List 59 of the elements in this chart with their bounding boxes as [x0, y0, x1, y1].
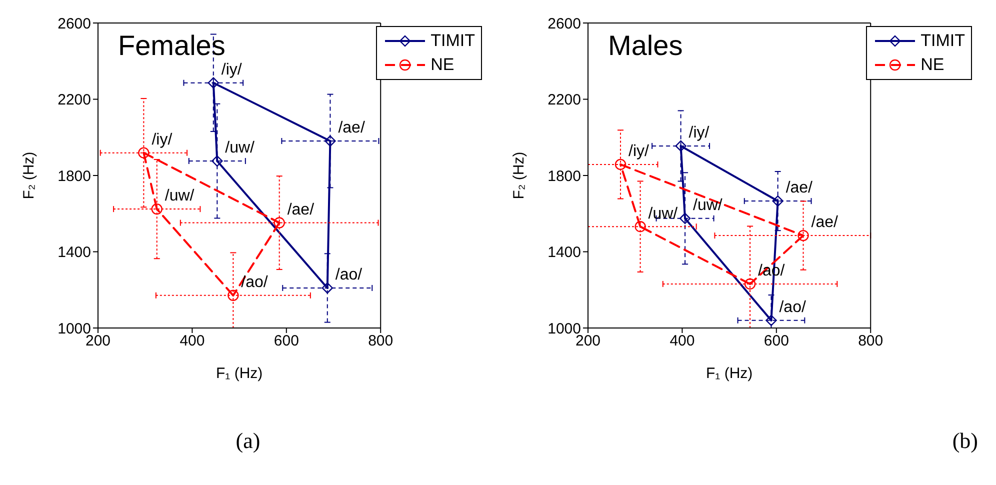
- text: (b): [951, 428, 979, 454]
- annotation: /iy/: [628, 143, 650, 160]
- point: [324, 135, 336, 147]
- x-tick-label: 800: [368, 332, 394, 350]
- legend-label: TIMIT: [430, 30, 475, 52]
- point: [151, 203, 162, 215]
- point: [208, 77, 219, 88]
- annotation: /iy/: [152, 131, 173, 148]
- x-tick-label: 200: [575, 332, 601, 350]
- annotation: /ao/: [779, 299, 806, 316]
- point: [772, 195, 784, 207]
- annotation: /iy/: [688, 124, 710, 142]
- point: [798, 230, 809, 242]
- y-tick-label: 1800: [58, 168, 91, 185]
- annotation: /ae/: [287, 201, 315, 218]
- y-tick-label: 2200: [58, 92, 91, 109]
- annotation: /ao/: [335, 266, 363, 284]
- x-axis-title: F₁ (Hz): [216, 365, 263, 382]
- annotation: /uw/: [693, 197, 723, 214]
- x-tick-label: 200: [85, 332, 111, 350]
- annotation: /ae/: [811, 214, 838, 232]
- x-tick-label: 600: [764, 332, 789, 350]
- point: [138, 147, 150, 158]
- y-axis-title: F₂ (Hz): [510, 152, 528, 200]
- legend-label: NE: [920, 54, 944, 76]
- x-tick-label: 800: [858, 332, 884, 350]
- point: [634, 220, 646, 232]
- x-tick-label: 400: [670, 332, 695, 350]
- annotation: /ao/: [241, 274, 268, 292]
- annotation: /uw/: [225, 140, 256, 157]
- annotation: /uw/: [164, 188, 195, 205]
- point: [212, 155, 223, 167]
- annotation: /uw/: [648, 205, 678, 222]
- chart-title: Males: [608, 30, 683, 62]
- point: [675, 140, 686, 152]
- y-tick-label: 2200: [548, 92, 581, 109]
- chart-title: Females: [118, 30, 226, 62]
- point: [766, 314, 777, 326]
- y-tick-label: 2600: [58, 15, 91, 32]
- annotation: /ae/: [338, 120, 366, 137]
- y-tick-label: 1400: [58, 244, 91, 262]
- point: [744, 278, 756, 290]
- point: [274, 217, 285, 228]
- legend-label: NE: [430, 54, 454, 76]
- legend-label: TIMIT: [920, 30, 965, 52]
- annotation: /iy/: [221, 62, 242, 79]
- point: [679, 212, 691, 224]
- x-axis-title: F₁ (Hz): [706, 365, 753, 382]
- y-tick-label: 1400: [548, 244, 581, 262]
- point: [322, 282, 333, 294]
- x-tick-label: 600: [274, 332, 299, 350]
- point: [614, 158, 626, 170]
- y-tick-label: 2600: [548, 15, 581, 32]
- point: [228, 290, 239, 302]
- annotation: /ae/: [786, 180, 814, 197]
- y-axis-title: F₂ (Hz): [20, 152, 38, 200]
- y-tick-label: 1800: [548, 168, 581, 185]
- text: (a): [234, 428, 262, 454]
- x-tick-label: 400: [180, 332, 205, 350]
